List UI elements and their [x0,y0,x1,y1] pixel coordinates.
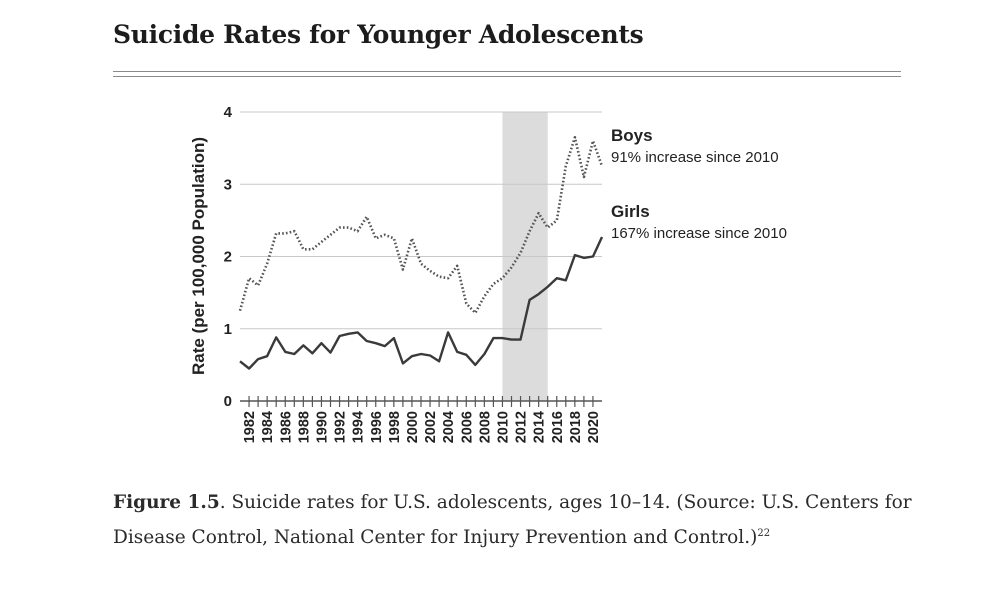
x-tick-label: 2006 [459,411,475,443]
x-tick-label: 1984 [260,411,276,443]
x-tick-label: 1990 [314,411,330,443]
x-tick-label: 1982 [242,411,258,443]
x-tick-label: 2018 [568,411,584,443]
legend-girls-annotation: 167% increase since 2010 [611,225,787,242]
x-tick-label: 2008 [477,411,493,443]
x-tick-label: 1996 [369,411,385,443]
x-tick-label: 2012 [514,411,530,443]
legend-boys-annotation: 91% increase since 2010 [611,149,779,166]
series-line-girls [239,236,604,370]
x-tick-label: 1994 [351,411,367,443]
y-axis-label: Rate (per 100,000 Population) [189,137,208,375]
x-tick-label: 1988 [296,411,312,443]
y-tick-label: 0 [224,393,232,410]
y-tick-label: 3 [224,176,232,193]
x-tick-label: 2020 [586,411,602,443]
x-tick-label: 2000 [405,411,421,443]
x-tick-label: 2010 [495,411,511,443]
y-tick-label: 1 [224,321,232,338]
x-tick-label: 1998 [387,411,403,443]
figure-label: Figure 1.5 [113,492,220,513]
y-tick-label: 4 [224,104,233,121]
legend-boys-label: Boys [611,126,653,145]
x-tick-label: 2016 [550,411,566,443]
title-rule-bottom [113,76,901,77]
suicide-rate-chart: 0 1 2 3 4 1982 1984 1986 1988 1990 1992 1994 1996 19… [189,104,787,443]
page-title: Suicide Rates for Younger Adolescents [113,20,644,49]
legend-girls-label: Girls [611,202,650,221]
y-tick-label: 2 [224,249,232,266]
title-rule-top [113,71,901,72]
figure-caption: Figure 1.5. Suicide rates for U.S. adole… [113,487,913,553]
caption-text: . Suicide rates for U.S. adolescents, ag… [113,492,912,548]
x-tick-label: 1992 [333,411,349,443]
x-tick-label: 2002 [423,411,439,443]
x-tick-label: 2004 [441,411,457,443]
x-tick-label: 1986 [278,411,294,443]
x-tick-label: 2014 [532,411,548,443]
footnote-ref: 22 [757,528,771,539]
